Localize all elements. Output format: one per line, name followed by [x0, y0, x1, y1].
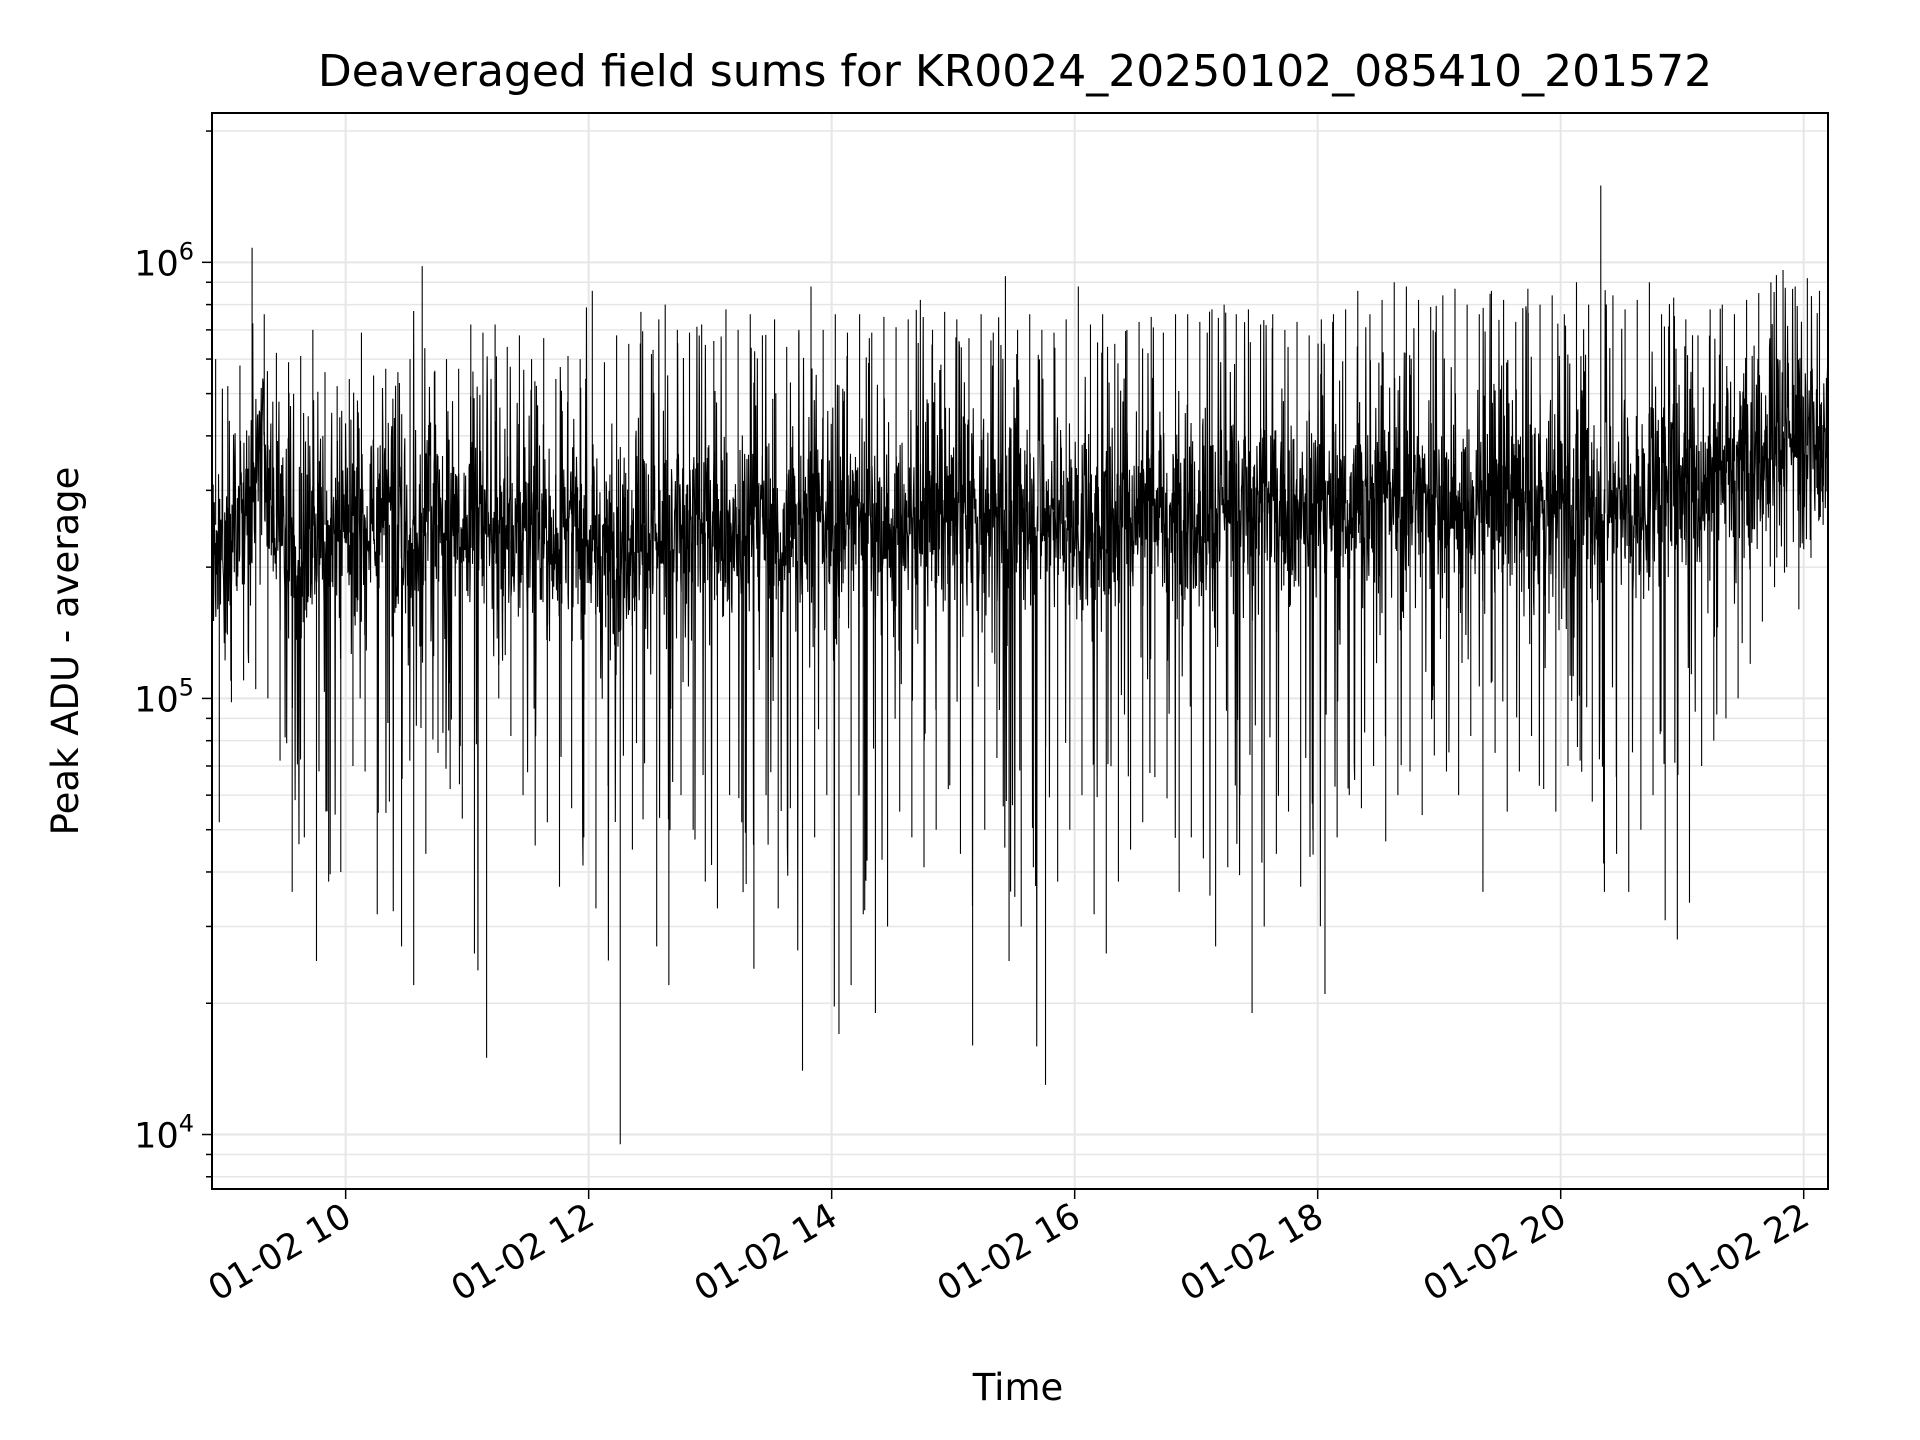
- y-tick-label: 106: [134, 237, 194, 284]
- x-axis-label: Time: [972, 1366, 1064, 1409]
- series-layer: [212, 185, 1828, 1145]
- chart-title: Deaveraged field sums for KR0024_2025010…: [318, 46, 1712, 97]
- y-tick-base: 10: [134, 244, 179, 284]
- y-tick-base: 10: [134, 1117, 179, 1157]
- series-line: [212, 275, 1828, 1047]
- y-axis-label: Peak ADU - average: [44, 467, 87, 836]
- y-tick-exponent: 6: [179, 237, 194, 265]
- y-tick-label: 105: [134, 673, 194, 720]
- plot-frame: [211, 112, 1829, 1190]
- y-tick-exponent: 4: [179, 1110, 194, 1138]
- y-tick-base: 10: [134, 680, 179, 720]
- y-tick-label: 104: [134, 1110, 194, 1157]
- y-tick-exponent: 5: [179, 673, 194, 701]
